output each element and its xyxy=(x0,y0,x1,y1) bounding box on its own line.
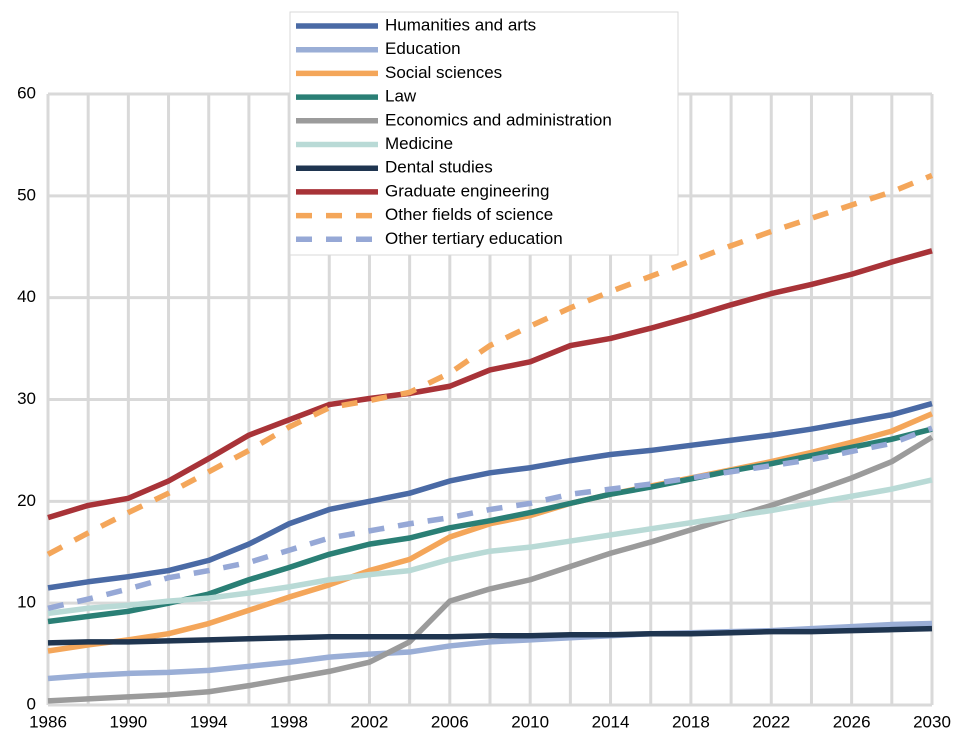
legend-label: Social sciences xyxy=(385,63,502,82)
series-line xyxy=(47,425,933,611)
series-line xyxy=(47,434,934,704)
y-tick-label: 20 xyxy=(17,491,36,510)
legend-label: Humanities and arts xyxy=(385,15,536,34)
legend-label: Other fields of science xyxy=(385,205,553,224)
legend-label: Graduate engineering xyxy=(385,181,549,200)
series-line xyxy=(47,477,933,617)
x-tick-label: 1994 xyxy=(190,712,228,731)
legend-label: Economics and administration xyxy=(385,110,612,129)
series-line xyxy=(47,248,933,521)
x-tick-label: 2006 xyxy=(431,712,469,731)
legend-label: Dental studies xyxy=(385,158,493,177)
x-tick-label: 2022 xyxy=(752,712,790,731)
y-tick-label: 0 xyxy=(27,694,36,713)
x-tick-label: 1998 xyxy=(270,712,308,731)
series-line xyxy=(47,625,933,646)
x-tick-label: 1990 xyxy=(109,712,147,731)
legend-label: Medicine xyxy=(385,134,453,153)
x-tick-label: 1986 xyxy=(29,712,67,731)
x-tick-label: 2018 xyxy=(672,712,710,731)
x-tick-label: 2030 xyxy=(913,712,951,731)
legend-box xyxy=(289,11,679,256)
legend-label: Education xyxy=(385,39,461,58)
y-tick-label: 50 xyxy=(17,185,36,204)
y-tick-label: 40 xyxy=(17,287,36,306)
legend: Humanities and arts Education Social scien… xyxy=(289,11,679,256)
x-tick-label: 2010 xyxy=(511,712,549,731)
x-tick-label: 2026 xyxy=(833,712,871,731)
legend-label: Law xyxy=(385,87,417,106)
series-line xyxy=(46,172,934,557)
legend-label: Other tertiary education xyxy=(385,229,563,248)
x-tick-label: 2002 xyxy=(351,712,389,731)
y-tick-label: 10 xyxy=(17,593,36,612)
y-tick-label: 60 xyxy=(17,83,36,102)
x-tick-label: 2014 xyxy=(592,712,630,731)
y-tick-label: 30 xyxy=(17,389,36,408)
series-line xyxy=(47,400,933,591)
